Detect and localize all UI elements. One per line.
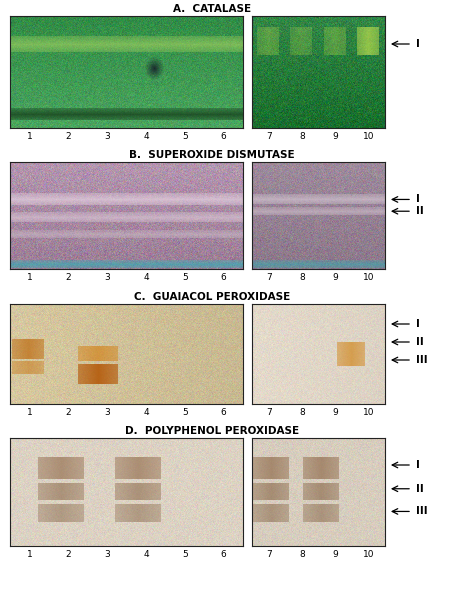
Text: 2: 2: [65, 273, 71, 282]
Text: 4: 4: [143, 550, 149, 559]
Text: I: I: [416, 319, 420, 329]
Text: 3: 3: [104, 408, 110, 417]
Text: III: III: [416, 506, 428, 517]
Text: 9: 9: [332, 550, 338, 559]
Text: 5: 5: [182, 273, 188, 282]
Text: 10: 10: [363, 550, 374, 559]
Text: 8: 8: [299, 550, 305, 559]
Text: 5: 5: [182, 550, 188, 559]
Text: 7: 7: [266, 408, 272, 417]
Text: 7: 7: [266, 550, 272, 559]
Text: 7: 7: [266, 273, 272, 282]
Text: 6: 6: [221, 132, 226, 141]
Text: II: II: [416, 206, 424, 216]
Text: 3: 3: [104, 132, 110, 141]
Text: 9: 9: [332, 408, 338, 417]
Text: 10: 10: [363, 408, 374, 417]
Text: 4: 4: [143, 132, 149, 141]
Text: 1: 1: [27, 132, 32, 141]
Text: 3: 3: [104, 273, 110, 282]
Text: III: III: [416, 355, 428, 365]
Text: I: I: [416, 460, 420, 470]
Text: 8: 8: [299, 273, 305, 282]
Text: 10: 10: [363, 273, 374, 282]
Text: I: I: [416, 194, 420, 205]
Text: C.  GUAIACOL PEROXIDASE: C. GUAIACOL PEROXIDASE: [134, 292, 290, 302]
Text: 2: 2: [65, 550, 71, 559]
Text: B.  SUPEROXIDE DISMUTASE: B. SUPEROXIDE DISMUTASE: [129, 150, 295, 160]
Text: 8: 8: [299, 408, 305, 417]
Text: 4: 4: [143, 408, 149, 417]
Text: 6: 6: [221, 408, 226, 417]
Text: 5: 5: [182, 408, 188, 417]
Text: 9: 9: [332, 132, 338, 141]
Text: 1: 1: [27, 408, 32, 417]
Text: 3: 3: [104, 550, 110, 559]
Text: D.  POLYPHENOL PEROXIDASE: D. POLYPHENOL PEROXIDASE: [124, 426, 299, 436]
Text: I: I: [416, 39, 420, 49]
Text: II: II: [416, 484, 424, 494]
Text: 8: 8: [299, 132, 305, 141]
Text: 7: 7: [266, 132, 272, 141]
Text: 10: 10: [363, 132, 374, 141]
Text: 2: 2: [65, 408, 71, 417]
Text: 4: 4: [143, 273, 149, 282]
Text: 6: 6: [221, 550, 226, 559]
Text: 2: 2: [65, 132, 71, 141]
Text: 9: 9: [332, 273, 338, 282]
Text: 5: 5: [182, 132, 188, 141]
Text: 6: 6: [221, 273, 226, 282]
Text: 1: 1: [27, 273, 32, 282]
Text: II: II: [416, 337, 424, 347]
Text: 1: 1: [27, 550, 32, 559]
Text: A.  CATALASE: A. CATALASE: [172, 4, 251, 14]
